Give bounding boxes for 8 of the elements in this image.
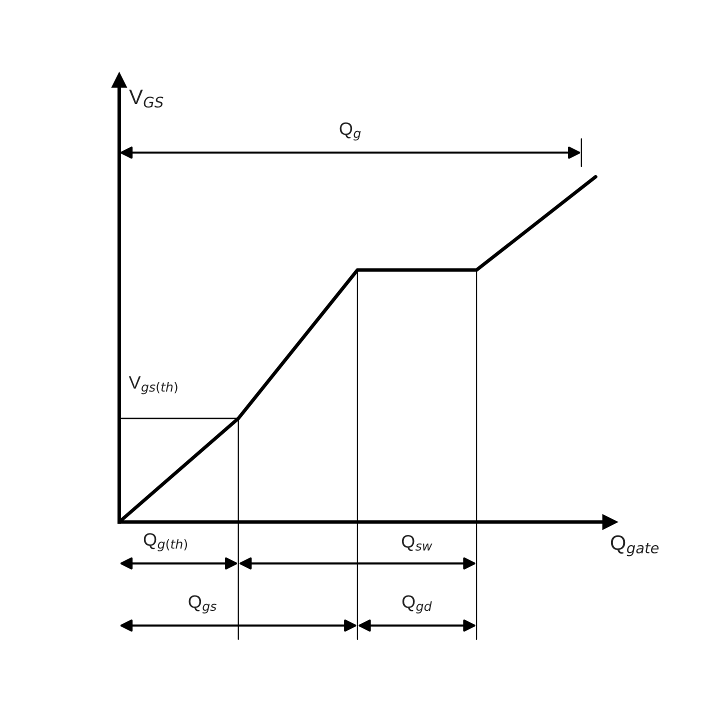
text: Q$_{g}$ bbox=[340, 122, 361, 141]
text: V$_{GS}$ bbox=[129, 90, 164, 108]
text: Q$_{g(th)}$ bbox=[144, 533, 188, 552]
text: Q$_{gs}$ bbox=[188, 595, 216, 614]
text: Q$_{gate}$ bbox=[610, 535, 659, 556]
text: Q$_{gd}$ bbox=[402, 595, 432, 614]
text: Q$_{sw}$ bbox=[402, 534, 432, 551]
ref-line-label: V$_{gs(th)}$ bbox=[128, 376, 178, 394]
